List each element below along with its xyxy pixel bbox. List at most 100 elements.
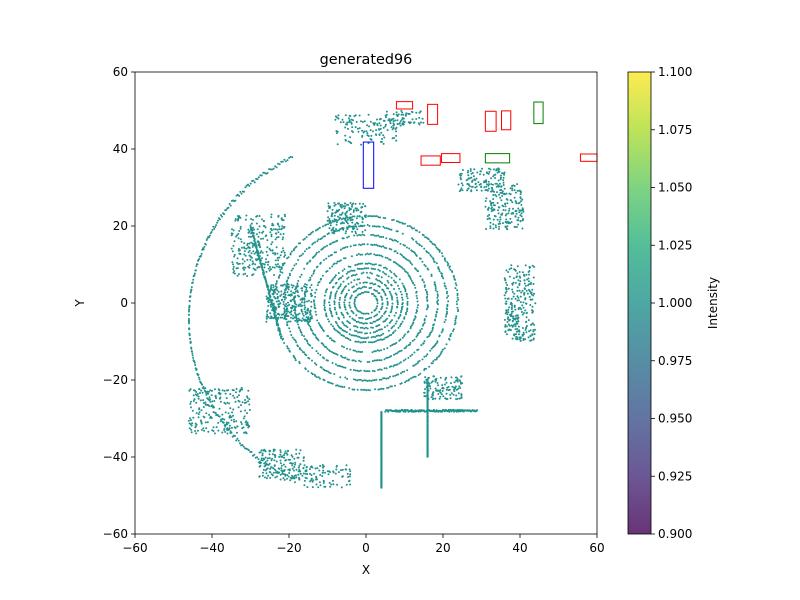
lidar-point xyxy=(269,231,272,234)
lidar-point xyxy=(363,369,366,372)
lidar-point xyxy=(374,388,376,391)
x-tick-label: −60 xyxy=(122,541,147,555)
lidar-point xyxy=(393,353,395,356)
lidar-point xyxy=(323,294,326,297)
lidar-point xyxy=(198,378,201,381)
lidar-point xyxy=(315,288,318,291)
lidar-point xyxy=(325,257,328,260)
bounding-box xyxy=(484,153,511,164)
lidar-point xyxy=(523,293,526,296)
lidar-point xyxy=(494,177,497,179)
lidar-point xyxy=(341,356,344,359)
lidar-point xyxy=(264,476,266,479)
lidar-point xyxy=(399,290,402,293)
lidar-point xyxy=(374,283,377,286)
lidar-point xyxy=(371,326,374,329)
lidar-point xyxy=(293,309,295,312)
lidar-point xyxy=(335,468,338,471)
lidar-point xyxy=(385,116,387,119)
lidar-point xyxy=(508,319,510,322)
lidar-point xyxy=(302,238,305,241)
lidar-point xyxy=(445,315,447,318)
lidar-point xyxy=(413,284,416,286)
lidar-point xyxy=(366,370,369,373)
lidar-point xyxy=(381,315,384,317)
lidar-point xyxy=(331,208,334,211)
lidar-point xyxy=(232,408,235,411)
lidar-point xyxy=(290,313,293,316)
lidar-point xyxy=(383,326,386,329)
lidar-point xyxy=(302,314,305,317)
lidar-point xyxy=(399,325,401,328)
lidar-point xyxy=(410,324,413,327)
lidar-point xyxy=(205,427,208,430)
lidar-point xyxy=(298,362,301,365)
x-tick-label: 60 xyxy=(589,541,604,555)
lidar-point xyxy=(439,353,442,355)
lidar-point xyxy=(414,267,416,270)
lidar-point xyxy=(396,252,399,255)
lidar-point xyxy=(370,311,373,314)
lidar-point xyxy=(288,350,291,353)
lidar-point xyxy=(293,297,295,300)
lidar-point xyxy=(448,410,451,413)
lidar-point xyxy=(364,312,367,315)
lidar-point xyxy=(523,273,526,276)
lidar-point xyxy=(367,336,370,339)
lidar-point xyxy=(452,275,455,277)
lidar-point xyxy=(400,349,403,352)
lidar-point xyxy=(348,475,351,478)
lidar-point xyxy=(449,393,452,396)
lidar-point xyxy=(355,232,357,235)
lidar-point xyxy=(278,163,281,166)
lidar-point xyxy=(264,450,267,453)
lidar-point xyxy=(265,281,268,284)
lidar-point xyxy=(406,272,409,275)
lidar-point xyxy=(270,286,273,288)
lidar-point xyxy=(310,292,312,295)
lidar-point xyxy=(329,224,332,227)
lidar-point xyxy=(506,297,509,300)
lidar-point xyxy=(472,175,475,178)
lidar-point xyxy=(432,397,435,400)
lidar-point xyxy=(262,230,265,233)
lidar-point xyxy=(455,317,457,320)
chart-title: generated96 xyxy=(320,52,413,68)
lidar-point xyxy=(346,216,349,219)
lidar-point xyxy=(460,375,463,378)
lidar-point xyxy=(506,225,509,228)
lidar-point xyxy=(240,421,242,424)
lidar-point xyxy=(264,261,267,264)
lidar-point xyxy=(267,263,269,266)
lidar-point xyxy=(395,230,398,233)
lidar-point xyxy=(351,215,354,218)
lidar-point xyxy=(244,186,247,189)
lidar-point xyxy=(439,391,442,394)
lidar-point xyxy=(188,389,191,392)
lidar-point xyxy=(288,156,291,159)
lidar-point xyxy=(329,296,332,298)
lidar-point xyxy=(332,277,335,280)
lidar-point xyxy=(369,129,372,132)
lidar-point xyxy=(247,389,250,392)
lidar-point xyxy=(424,376,427,379)
lidar-point xyxy=(297,473,300,476)
lidar-point xyxy=(205,239,208,241)
lidar-point xyxy=(258,475,261,478)
lidar-point xyxy=(284,289,286,291)
lidar-point xyxy=(393,239,396,242)
lidar-point xyxy=(388,118,391,120)
lidar-point xyxy=(385,367,388,370)
lidar-point xyxy=(509,187,512,190)
lidar-point xyxy=(279,473,282,476)
lidar-point xyxy=(523,312,525,314)
lidar-point xyxy=(235,267,238,270)
lidar-point xyxy=(232,414,234,417)
lidar-point xyxy=(512,295,515,298)
lidar-point xyxy=(430,331,433,334)
lidar-point xyxy=(312,270,315,273)
lidar-point xyxy=(241,190,244,193)
lidar-point xyxy=(378,134,381,136)
lidar-point xyxy=(515,212,518,215)
lidar-point xyxy=(208,234,211,237)
